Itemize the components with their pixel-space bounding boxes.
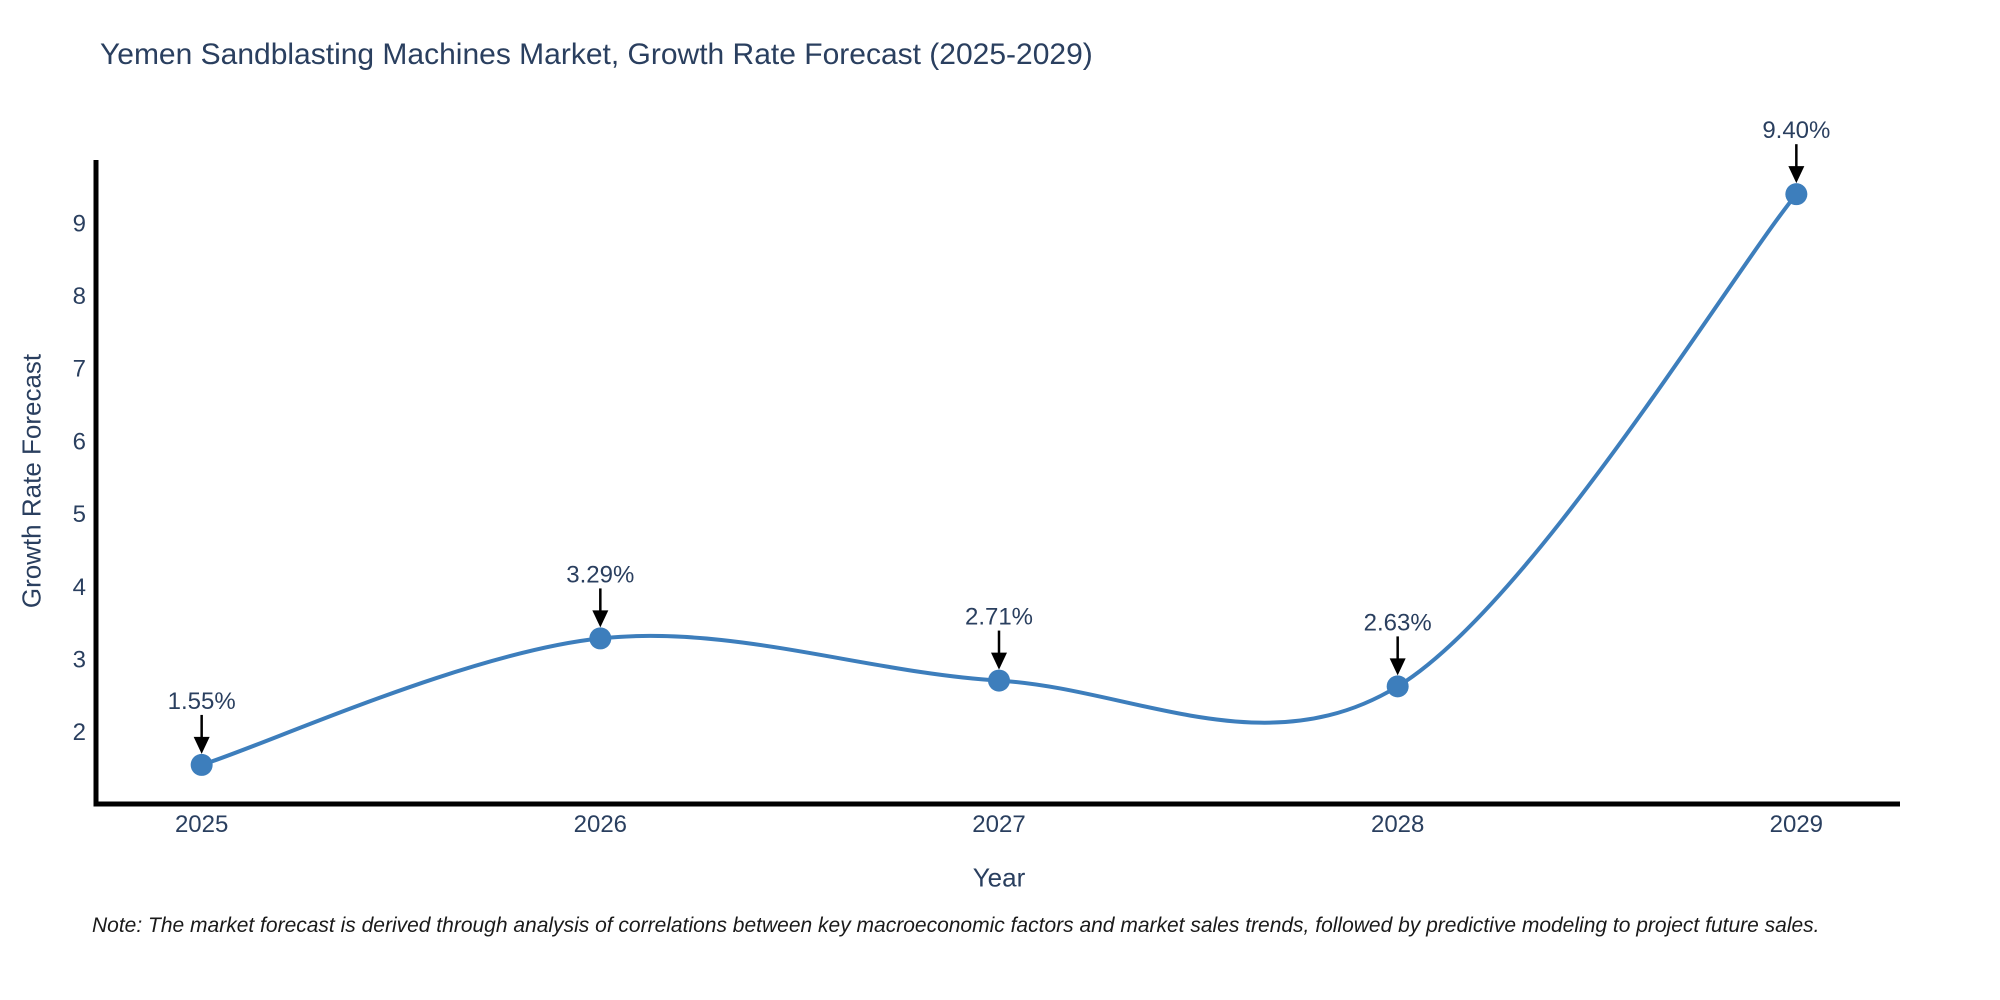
data-point-label: 9.40% xyxy=(1762,117,1830,144)
y-tick-label: 9 xyxy=(73,210,86,237)
x-axis-title: Year xyxy=(972,862,1026,893)
annotation-arrowhead xyxy=(1788,166,1805,184)
y-tick-label: 2 xyxy=(73,719,86,746)
y-tick-label: 4 xyxy=(73,574,86,601)
y-tick-label: 6 xyxy=(73,428,86,455)
x-tick-label: 2029 xyxy=(1770,811,1823,838)
data-point-label: 3.29% xyxy=(566,561,634,588)
data-point-label: 2.63% xyxy=(1364,609,1432,636)
data-point-marker[interactable] xyxy=(1785,183,1808,206)
x-tick-label: 2028 xyxy=(1371,811,1424,838)
data-point-marker[interactable] xyxy=(1386,675,1409,698)
data-point-marker[interactable] xyxy=(589,627,612,650)
forecast-line xyxy=(199,192,1799,767)
annotation-arrowhead xyxy=(592,610,609,628)
y-tick-label: 8 xyxy=(73,283,86,310)
x-tick-label: 2025 xyxy=(175,811,228,838)
annotation-arrowhead xyxy=(1389,658,1406,676)
data-point-marker[interactable] xyxy=(190,753,213,776)
footnote: Note: The market forecast is derived thr… xyxy=(92,914,1820,937)
data-point-label: 1.55% xyxy=(168,688,236,715)
y-tick-label: 7 xyxy=(73,356,86,383)
y-tick-label: 3 xyxy=(73,646,86,673)
data-point-marker[interactable] xyxy=(988,669,1010,692)
x-tick-label: 2027 xyxy=(972,811,1025,838)
x-tick-label: 2026 xyxy=(574,811,627,838)
chart-title: Yemen Sandblasting Machines Market, Grow… xyxy=(100,38,1093,71)
annotation-arrowhead xyxy=(193,736,210,754)
y-tick-label: 5 xyxy=(73,501,86,528)
annotation-arrowhead xyxy=(991,652,1007,670)
y-axis-title: Growth Rate Forecast xyxy=(16,353,47,609)
data-point-label: 2.71% xyxy=(965,604,1033,631)
